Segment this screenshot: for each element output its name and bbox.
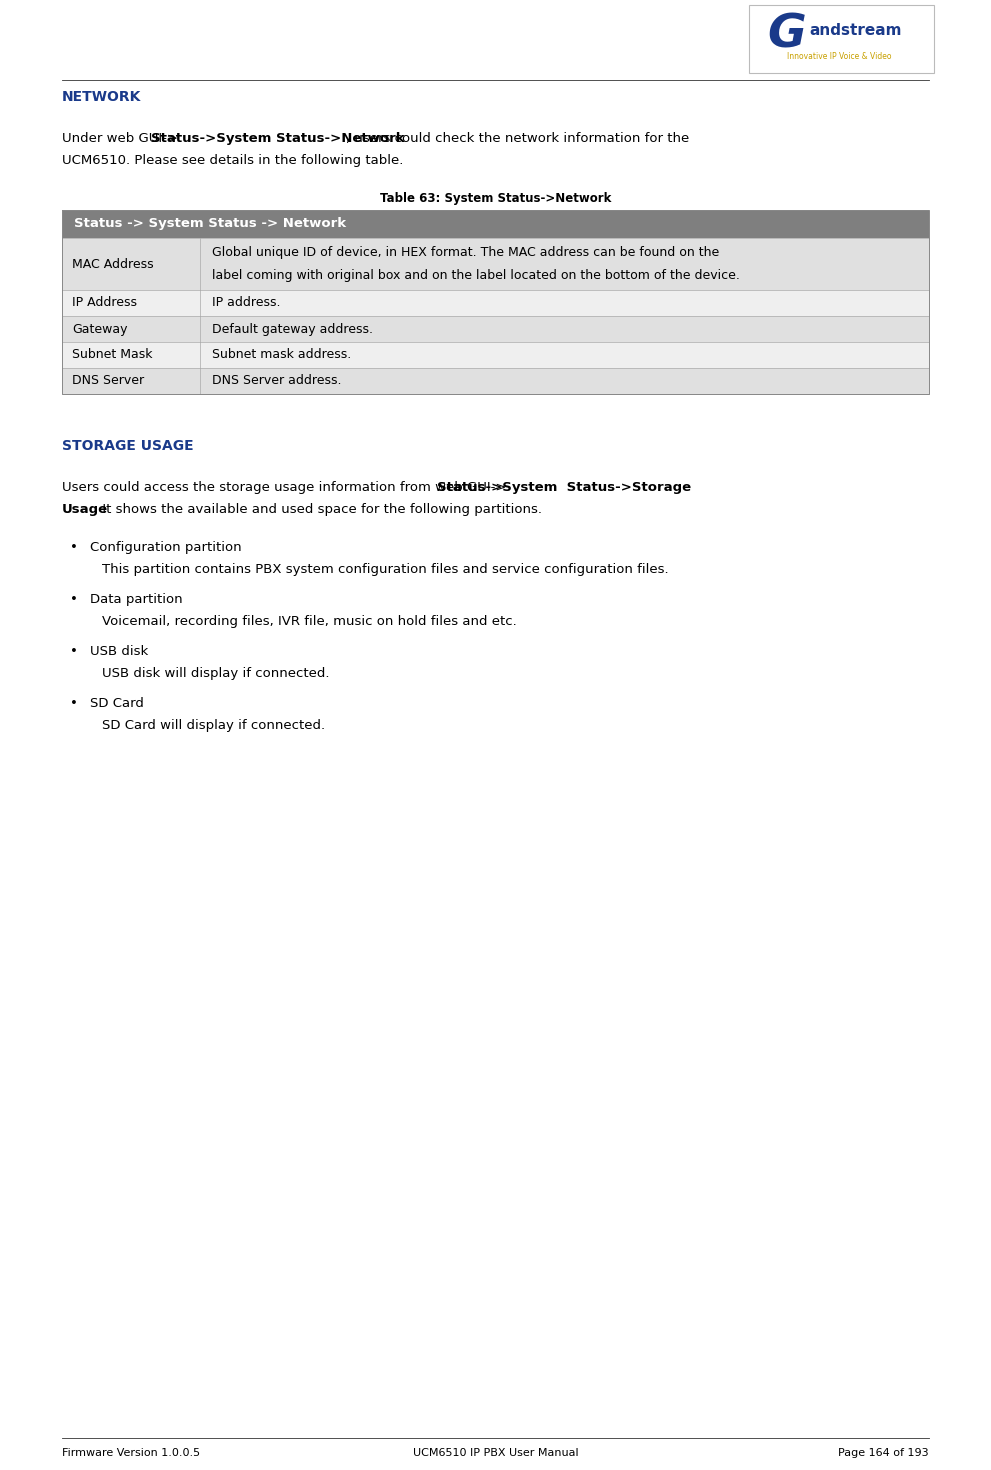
Text: label coming with original box and on the label located on the bottom of the dev: label coming with original box and on th… (212, 269, 740, 282)
Text: Gateway: Gateway (72, 322, 128, 335)
Text: •: • (70, 645, 78, 659)
Text: Global unique ID of device, in HEX format. The MAC address can be found on the: Global unique ID of device, in HEX forma… (212, 245, 719, 259)
Bar (749, 4, 934, 74)
Bar (62, 210, 929, 394)
Text: SD Card will display if connected.: SD Card will display if connected. (102, 719, 325, 732)
Text: andstream: andstream (809, 24, 902, 38)
Text: USB disk will display if connected.: USB disk will display if connected. (102, 667, 329, 681)
Text: Firmware Version 1.0.0.5: Firmware Version 1.0.0.5 (62, 1448, 200, 1458)
Text: G: G (768, 13, 807, 57)
Text: . It shows the available and used space for the following partitions.: . It shows the available and used space … (94, 503, 542, 516)
Text: Page 164 of 193: Page 164 of 193 (838, 1448, 929, 1458)
Text: Voicemail, recording files, IVR file, music on hold files and etc.: Voicemail, recording files, IVR file, mu… (102, 614, 516, 628)
Text: SD Card: SD Card (90, 697, 144, 710)
Text: Users could access the storage usage information from web GUI->: Users could access the storage usage inf… (62, 481, 506, 494)
Text: This partition contains PBX system configuration files and service configuration: This partition contains PBX system confi… (102, 563, 669, 576)
Text: Usage: Usage (62, 503, 108, 516)
Text: UCM6510 IP PBX User Manual: UCM6510 IP PBX User Manual (412, 1448, 579, 1458)
Text: Status -> System Status -> Network: Status -> System Status -> Network (74, 218, 346, 231)
Text: Subnet Mask: Subnet Mask (72, 348, 153, 362)
Text: , users could check the network information for the: , users could check the network informat… (346, 132, 690, 146)
Text: •: • (70, 541, 78, 554)
Text: •: • (70, 592, 78, 606)
Text: Data partition: Data partition (90, 592, 182, 606)
Text: Status->System  Status->Storage: Status->System Status->Storage (437, 481, 691, 494)
Text: Default gateway address.: Default gateway address. (212, 322, 373, 335)
Text: NETWORK: NETWORK (62, 90, 142, 104)
Text: IP address.: IP address. (212, 297, 280, 310)
Text: Under web GUI->: Under web GUI-> (62, 132, 178, 146)
Text: Status->System Status->Network: Status->System Status->Network (152, 132, 405, 146)
Bar (62, 316, 929, 343)
Text: Table 63: System Status->Network: Table 63: System Status->Network (380, 193, 611, 204)
Bar (62, 368, 929, 394)
Bar (62, 210, 929, 238)
Text: UCM6510. Please see details in the following table.: UCM6510. Please see details in the follo… (62, 154, 403, 168)
Bar (62, 343, 929, 368)
Text: Subnet mask address.: Subnet mask address. (212, 348, 351, 362)
Text: STORAGE USAGE: STORAGE USAGE (62, 440, 193, 453)
Text: DNS Server address.: DNS Server address. (212, 375, 342, 388)
Bar (62, 290, 929, 316)
Text: Innovative IP Voice & Video: Innovative IP Voice & Video (787, 51, 891, 60)
Text: MAC Address: MAC Address (72, 257, 154, 270)
Text: USB disk: USB disk (90, 645, 149, 659)
Text: Configuration partition: Configuration partition (90, 541, 242, 554)
Text: DNS Server: DNS Server (72, 375, 144, 388)
Text: •: • (70, 697, 78, 710)
Text: IP Address: IP Address (72, 297, 137, 310)
Bar (62, 238, 929, 290)
